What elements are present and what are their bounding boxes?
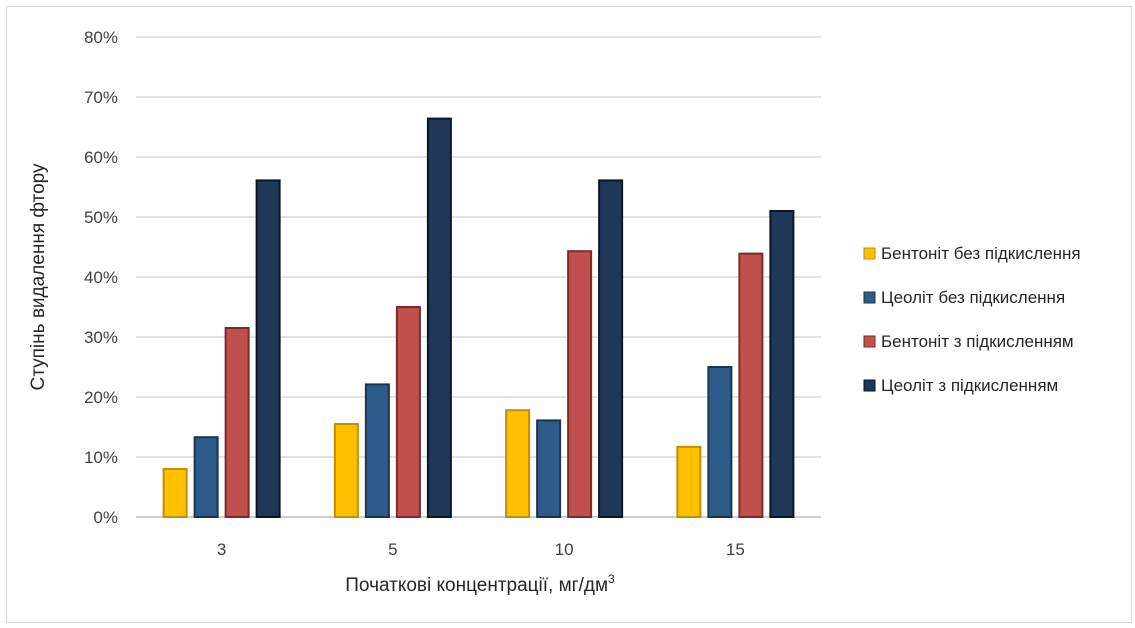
legend: Бентоніт без підкислення Цеоліт без підки… [863, 244, 1081, 395]
bar [707, 366, 733, 518]
bar [598, 179, 624, 518]
x-axis-ticks: 3 5 10 15 [217, 540, 745, 559]
bar [255, 179, 281, 518]
bar [162, 468, 188, 518]
y-tick-label: 80% [84, 28, 118, 47]
legend-label: Цеоліт без підкислення [881, 288, 1065, 307]
y-tick-label: 70% [84, 88, 118, 107]
x-tick-label: 15 [726, 540, 745, 559]
bar [676, 445, 702, 518]
y-tick-label: 60% [84, 148, 118, 167]
y-axis-ticks: 0% 10% 20% 30% 40% 50% 60% 70% 80% [84, 28, 118, 527]
legend-swatch [863, 379, 876, 392]
y-tick-label: 10% [84, 448, 118, 467]
legend-label: Бентоніт без підкислення [881, 244, 1081, 263]
bar [193, 436, 219, 519]
legend-label: Бентоніт з підкисленням [881, 332, 1074, 351]
gridlines [136, 36, 821, 518]
legend-swatch [863, 335, 876, 348]
y-tick-label: 20% [84, 388, 118, 407]
legend-swatch [863, 291, 876, 304]
x-axis-title: Початкові концентрації, мг/дм3 [345, 572, 615, 596]
x-tick-label: 3 [217, 540, 226, 559]
bar [567, 250, 593, 518]
bar [395, 306, 421, 518]
y-tick-label: 50% [84, 208, 118, 227]
bar [769, 210, 795, 518]
bar [224, 327, 250, 518]
y-axis-title: Ступінь видалення фтору [28, 163, 49, 391]
legend-label: Цеоліт з підкисленням [881, 376, 1058, 395]
x-tick-label: 10 [555, 540, 574, 559]
bar [536, 419, 562, 518]
y-tick-label: 0% [93, 508, 118, 527]
bar [364, 383, 390, 518]
bars [162, 117, 795, 519]
x-axis-title-main: Початкові концентрації, мг/дм [345, 575, 608, 596]
x-axis-title-superscript: 3 [608, 572, 615, 586]
legend-swatch [863, 247, 876, 260]
x-tick-label: 5 [388, 540, 397, 559]
bar [333, 423, 359, 518]
bar [505, 409, 531, 519]
bar [738, 252, 764, 518]
y-tick-label: 40% [84, 268, 118, 287]
y-tick-label: 30% [84, 328, 118, 347]
bar [426, 117, 452, 518]
